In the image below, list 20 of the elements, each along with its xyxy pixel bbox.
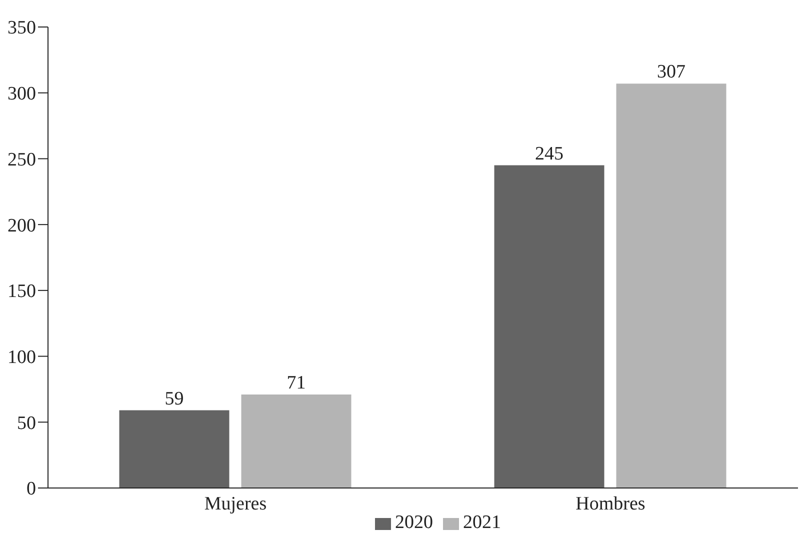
y-tick-label: 250 xyxy=(8,149,36,170)
legend-label: 2020 xyxy=(395,512,433,533)
y-tick-label: 350 xyxy=(8,18,36,39)
bar xyxy=(119,410,230,488)
bar xyxy=(494,165,604,488)
bar xyxy=(241,394,352,488)
data-label: 71 xyxy=(286,372,306,394)
y-tick-label: 200 xyxy=(8,215,36,236)
data-label: 59 xyxy=(164,388,184,410)
y-tick-label: 0 xyxy=(26,478,36,500)
data-label: 307 xyxy=(657,62,686,83)
legend-label: 2021 xyxy=(463,512,501,533)
y-tick-label: 50 xyxy=(17,412,36,434)
data-label: 245 xyxy=(535,143,564,164)
y-tick-label: 150 xyxy=(8,281,36,302)
y-tick-label: 300 xyxy=(8,84,36,105)
x-tick-label: Mujeres xyxy=(204,493,267,514)
bar xyxy=(616,84,726,488)
y-tick-label: 100 xyxy=(8,347,36,368)
x-tick-label: Hombres xyxy=(576,493,646,514)
